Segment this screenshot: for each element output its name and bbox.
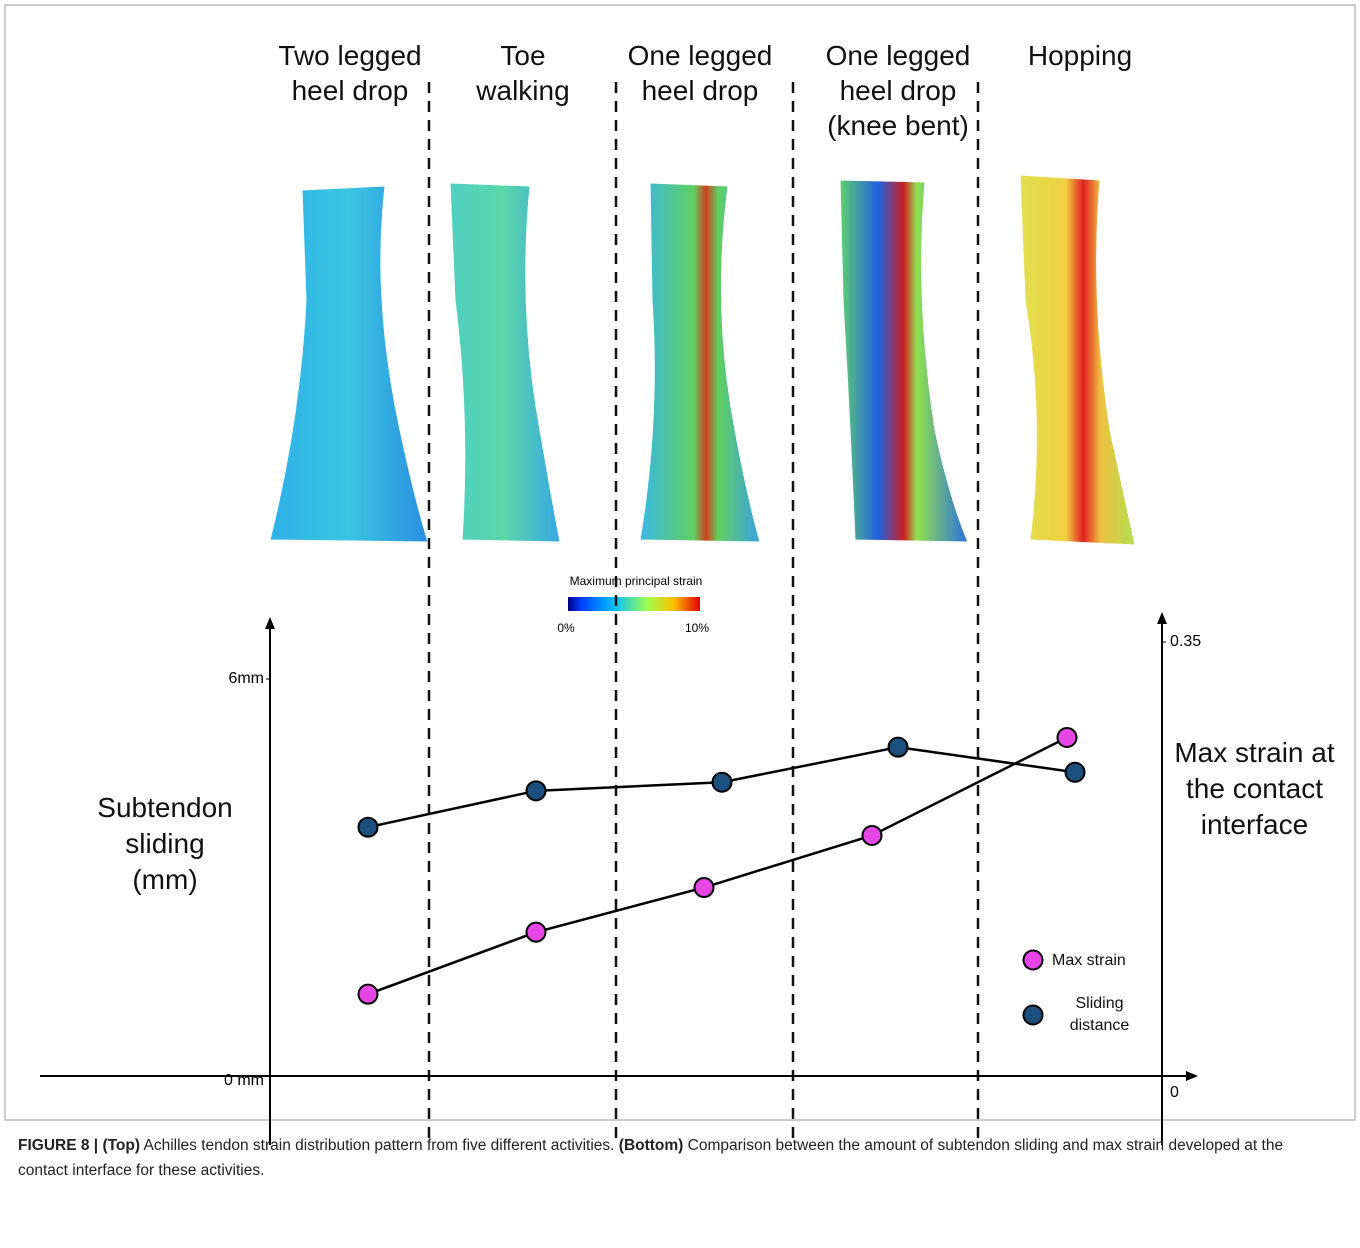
caption-top-label: (Top) (102, 1137, 140, 1154)
y-tick-label: 0 mm (224, 1072, 264, 1089)
colorbar-max: 10% (685, 621, 709, 635)
figure-frame (5, 5, 1355, 1120)
legend-label: Max strain (1052, 950, 1152, 972)
y-axis-label: Subtendon sliding (mm) (90, 790, 240, 898)
legend-marker (1024, 951, 1043, 970)
point (527, 923, 546, 942)
category-label: One legged heel drop (knee bent) (816, 38, 981, 143)
colorbar-title: Maximum principal strain (570, 574, 703, 588)
category-label: Two legged heel drop (275, 38, 425, 108)
tendons (270, 175, 1135, 545)
legend-label: Sliding distance (1052, 993, 1147, 1037)
y2-tick-label: 0 (1170, 1084, 1179, 1101)
caption-bottom-label: (Bottom) (619, 1137, 684, 1154)
caption-top-text: Achilles tendon strain distribution patt… (143, 1137, 614, 1154)
point (359, 818, 378, 837)
point (359, 985, 378, 1004)
colorbar-min: 0% (557, 621, 575, 635)
category-label: One legged heel drop (625, 38, 775, 108)
point (1058, 728, 1077, 747)
point (695, 878, 714, 897)
figure: Maximum principal strain 0% 10% 0 mm 6mm 0… (0, 0, 1360, 1248)
category-label: Toe walking (468, 38, 578, 108)
point (863, 826, 882, 845)
y2-tick-label: 0.35 (1170, 633, 1201, 650)
category-label: Hopping (1010, 38, 1150, 73)
y-tick-label: 6mm (228, 670, 264, 687)
caption: FIGURE 8 | (Top) Achilles tendon strain … (18, 1133, 1328, 1183)
point (889, 738, 908, 757)
point (527, 781, 546, 800)
point (713, 773, 732, 792)
y2-axis-label: Max strain at the contact interface (1172, 735, 1337, 843)
caption-figure: FIGURE 8 | (18, 1137, 98, 1154)
colorbar (568, 597, 700, 611)
point (1066, 763, 1085, 782)
chart: Maximum principal strain 0% 10% 0 mm 6mm 0… (0, 0, 1360, 1248)
legend-marker (1024, 1006, 1043, 1025)
